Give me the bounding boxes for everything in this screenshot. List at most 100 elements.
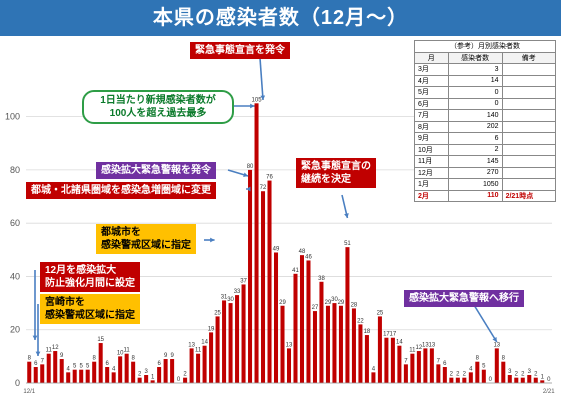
bar — [436, 364, 441, 383]
data-label: 13 — [429, 342, 436, 348]
arrow-head — [260, 95, 266, 100]
cell-note — [501, 155, 557, 168]
data-label: 8 — [502, 356, 506, 362]
table-row: 10月 2 — [414, 143, 557, 156]
data-label: 46 — [305, 254, 312, 260]
cell-month: 3月 — [414, 63, 449, 76]
data-label: 1 — [151, 374, 155, 380]
data-label: 80 — [247, 164, 254, 170]
data-label: 5 — [73, 364, 77, 370]
bar — [111, 372, 116, 383]
annotation-miyazaki: 宮崎市を 感染警戒区域に指定 — [40, 294, 140, 324]
data-label: 8 — [131, 356, 135, 362]
cell-count: 110 — [447, 189, 503, 202]
bar — [222, 300, 227, 383]
cell-note — [501, 109, 557, 122]
bar — [390, 337, 395, 383]
cell-count: 6 — [447, 132, 503, 145]
table-row: 3月 3 — [414, 63, 557, 76]
data-label: 7 — [41, 358, 45, 364]
bar — [403, 364, 408, 383]
cell-note — [501, 120, 557, 133]
bar — [170, 359, 175, 383]
arrow-head — [210, 237, 215, 243]
data-label: 17 — [390, 332, 397, 338]
annotation-alert-shift: 感染拡大緊急警報へ移行 — [404, 290, 524, 307]
cell-month: 1月 — [414, 178, 449, 191]
annotation-alert-issued: 感染拡大緊急警報を発令 — [96, 162, 216, 179]
data-label: 41 — [292, 268, 299, 274]
annotation-extension: 緊急事態宣言の 継続を決定 — [296, 158, 376, 188]
table-row: 8月 202 — [414, 120, 557, 133]
bar — [183, 377, 188, 383]
data-label: 14 — [396, 340, 403, 346]
data-label: 11 — [195, 348, 202, 354]
bar — [514, 377, 519, 383]
bar — [46, 353, 51, 383]
data-label: 29 — [325, 300, 332, 306]
cell-count: 202 — [447, 120, 503, 133]
bar — [215, 316, 220, 383]
bar — [98, 343, 103, 383]
cell-note — [501, 97, 557, 110]
data-label: 0 — [489, 377, 493, 383]
cell-note — [501, 166, 557, 179]
data-label: 13 — [188, 342, 195, 348]
bar — [429, 348, 434, 383]
bar — [209, 332, 214, 383]
bar — [131, 361, 136, 383]
data-label: 72 — [260, 185, 267, 191]
data-label: 27 — [312, 305, 319, 311]
data-label: 14 — [201, 340, 208, 346]
table-row: 11月 145 — [414, 155, 557, 168]
data-label: 3 — [528, 369, 532, 375]
bar — [27, 361, 32, 383]
data-label: 2 — [534, 372, 538, 378]
data-label: 6 — [106, 361, 110, 367]
x-tick-label: 2/21 — [543, 389, 555, 395]
bar — [377, 316, 382, 383]
cell-count: 140 — [447, 109, 503, 122]
bar — [202, 345, 207, 383]
bar — [475, 361, 480, 383]
bar — [273, 252, 279, 383]
cell-note — [501, 178, 557, 191]
data-label: 4 — [112, 366, 116, 372]
cell-count: 145 — [447, 155, 503, 168]
bar — [384, 337, 389, 383]
annotation-december-campaign: 12月を感染拡大 防止強化月間に設定 — [40, 262, 140, 292]
bar — [507, 375, 512, 383]
bar — [267, 180, 272, 383]
bar — [33, 367, 38, 383]
bar — [306, 260, 311, 383]
data-label: 9 — [164, 353, 168, 359]
data-label: 2 — [456, 372, 460, 378]
data-label: 18 — [364, 329, 371, 335]
data-label: 30 — [227, 297, 234, 303]
data-label: 22 — [357, 318, 364, 324]
annotation-emergency-declaration: 緊急事態宣言を発令 — [190, 42, 290, 59]
cell-month: 6月 — [414, 97, 449, 110]
bar — [312, 311, 317, 383]
data-label: 9 — [170, 353, 174, 359]
table-row: 12月 270 — [414, 166, 557, 179]
arrow-head — [344, 213, 349, 218]
annotation-miyakonojo: 都城市を 感染警戒区域に指定 — [96, 224, 196, 254]
arrow-head — [246, 186, 251, 192]
table-row: 9月 6 — [414, 132, 557, 145]
cell-count: 0 — [447, 86, 503, 99]
annotation-arrow — [259, 57, 264, 101]
data-label: 25 — [214, 310, 221, 316]
bar — [397, 345, 402, 383]
data-label: 25 — [377, 310, 384, 316]
bar — [137, 377, 142, 383]
cell-note — [501, 63, 557, 76]
data-label: 31 — [221, 294, 228, 300]
data-label: 4 — [67, 366, 71, 372]
table-row: 1月 1050 — [414, 178, 557, 191]
bar — [449, 377, 454, 383]
data-label: 8 — [28, 356, 32, 362]
data-label: 17 — [383, 332, 390, 338]
data-label: 5 — [80, 364, 84, 370]
bar — [293, 273, 298, 383]
